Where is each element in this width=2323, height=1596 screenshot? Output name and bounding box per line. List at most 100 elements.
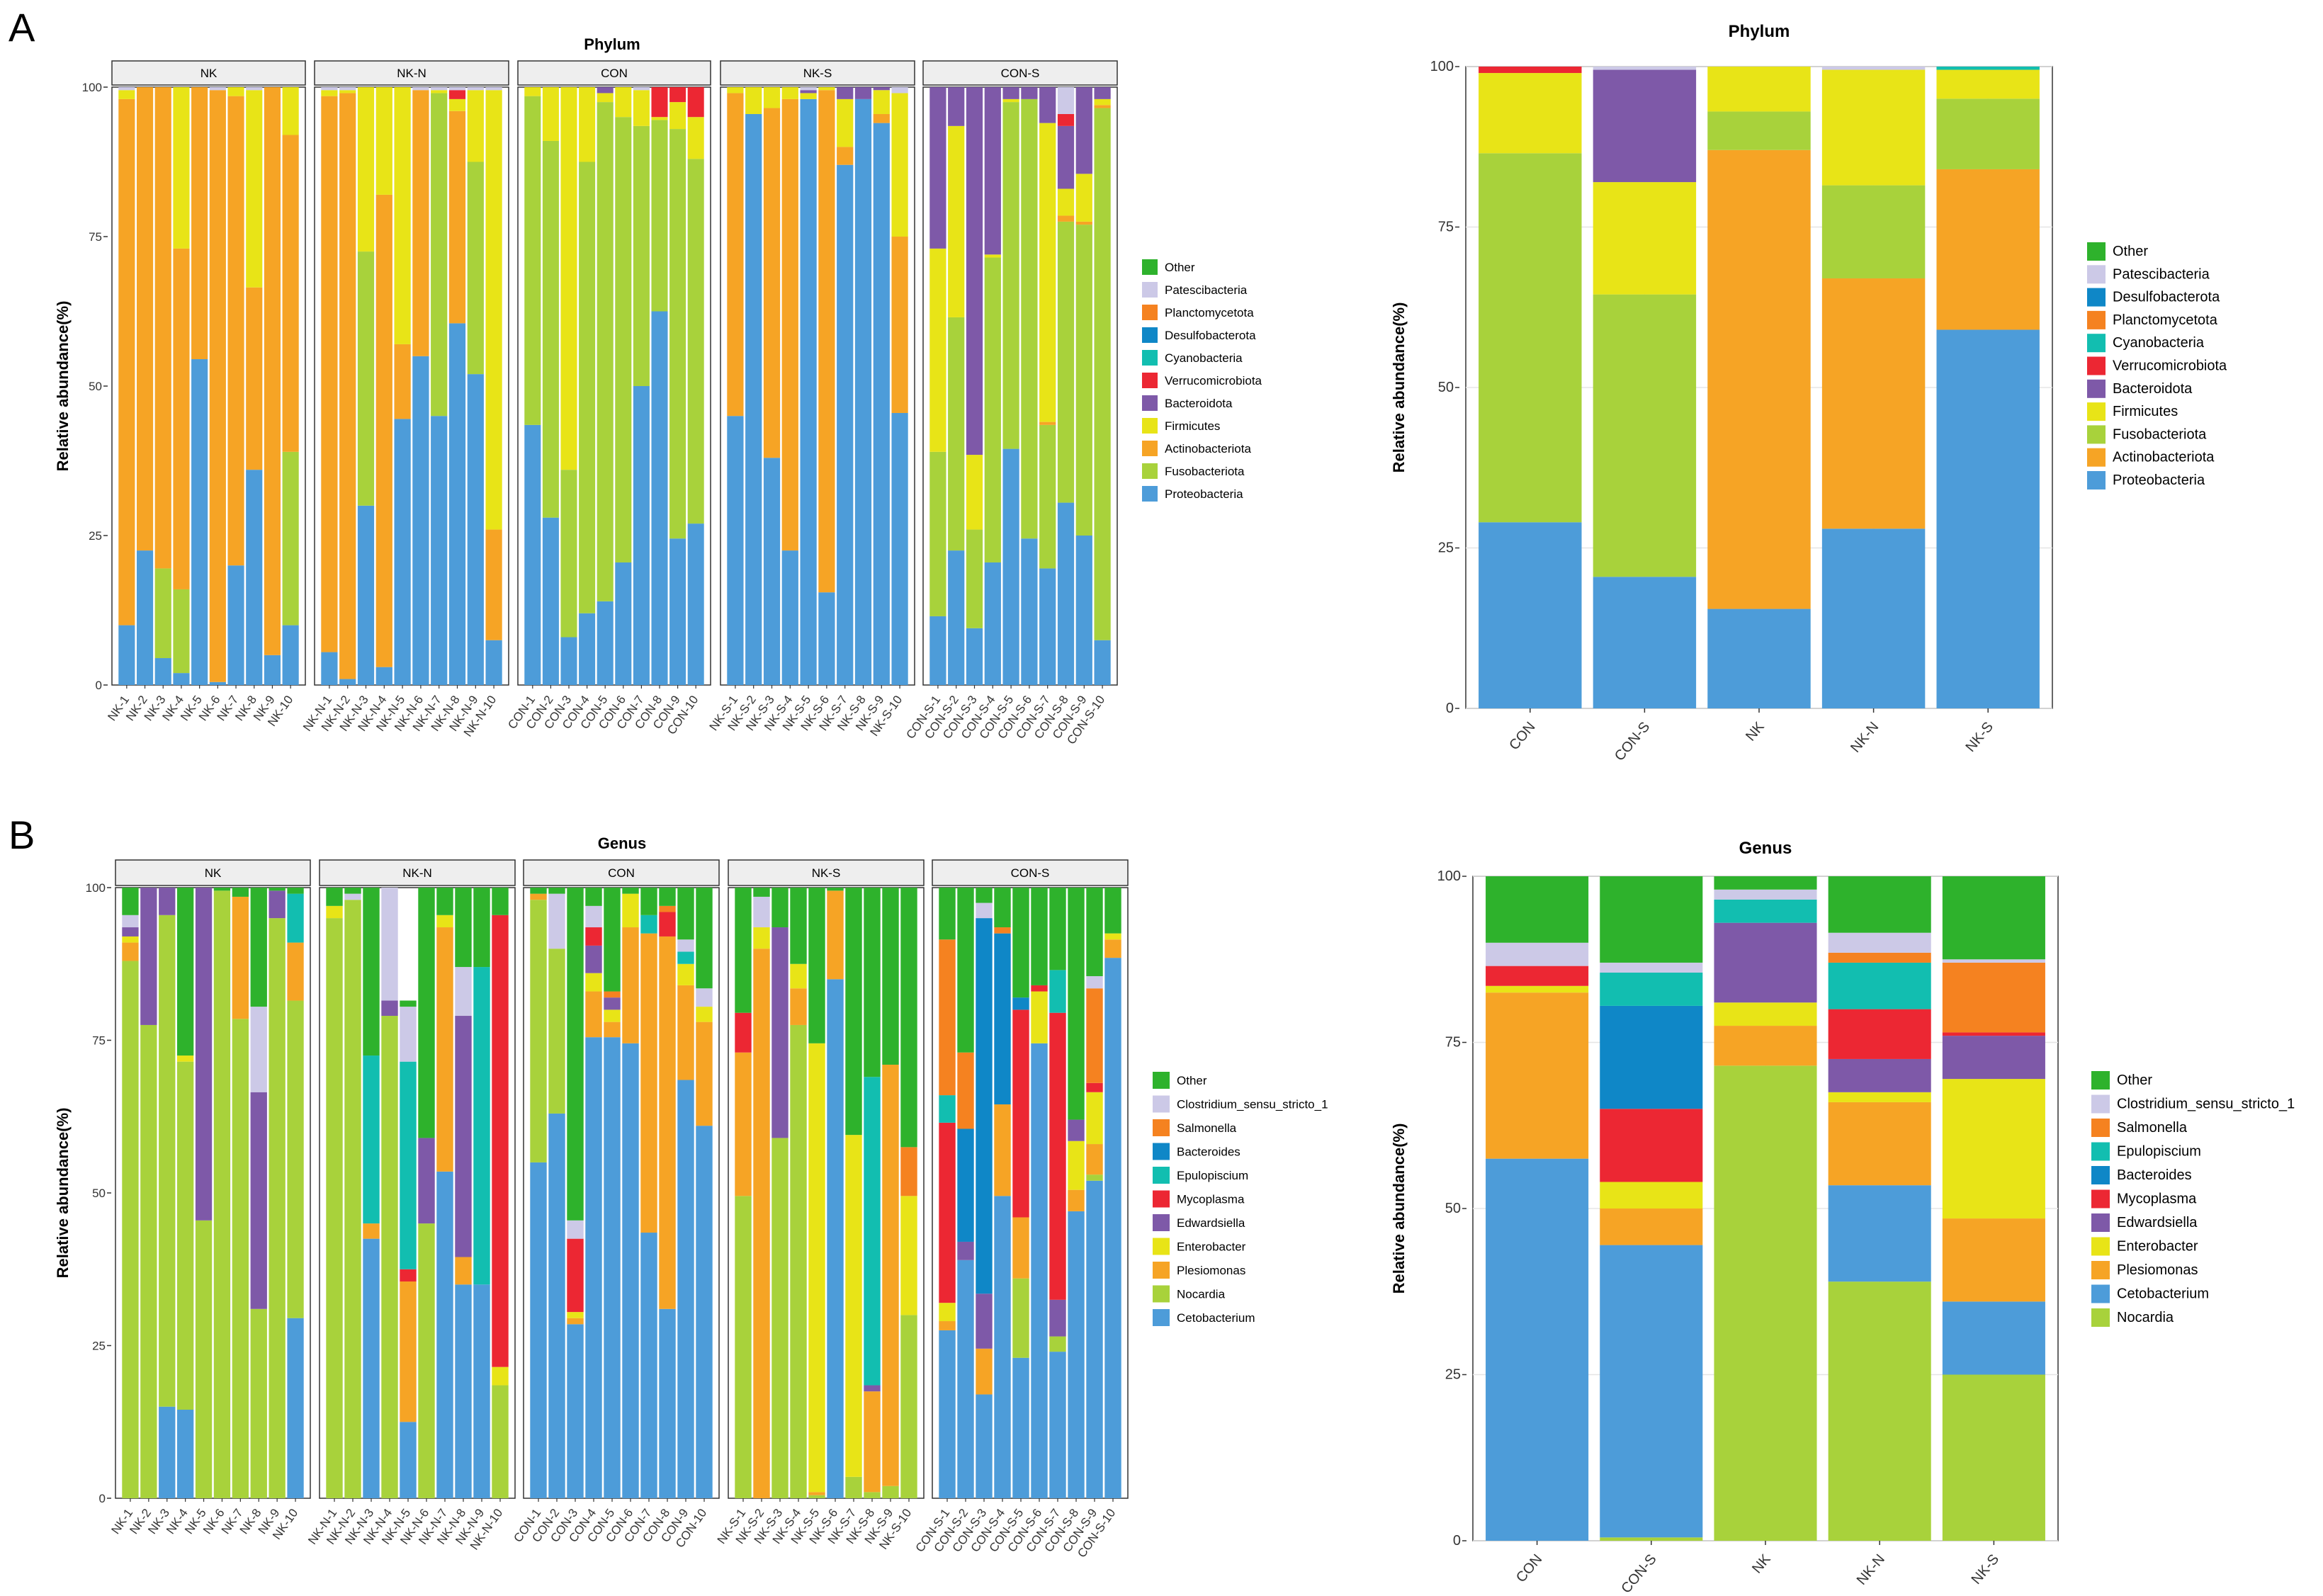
bar-con-10-plesiomonas — [696, 1021, 713, 1126]
bar-nk-n-9-fusobacteriota — [467, 162, 484, 375]
bar-con-s-3-fusobacteriota — [966, 529, 983, 628]
bar-con-8-fusobacteriota — [651, 120, 668, 312]
bar-con-3-mycoplasma — [567, 1238, 584, 1313]
bar-nk-n-2-patescibacteria — [339, 87, 356, 91]
bar-con-s-4-fusobacteriota — [984, 257, 1001, 562]
bar-nk-n-5-clostridium-sensu-stricto-1 — [400, 1007, 417, 1062]
bar-nk-s-1-other — [735, 888, 752, 1013]
legend-label-desulfobacterota: Desulfobacterota — [2113, 290, 2220, 305]
panel-label-b: B — [9, 813, 35, 857]
bar-nk-8-patescibacteria — [246, 87, 263, 91]
bar-nk-s-edwardsiella — [1942, 1036, 2045, 1080]
bar-nk-1-firmicutes — [118, 90, 135, 99]
legend-label-bacteroidota: Bacteroidota — [1165, 397, 1233, 410]
bar-con-s-7-cetobacterium — [1049, 1352, 1066, 1498]
bar-nk-8-edwardsiella — [250, 1092, 267, 1309]
bar-nk-nocardia — [1714, 1065, 1817, 1541]
legend-label-other: Other — [2113, 244, 2148, 259]
bar-nk-n-3-proteobacteria — [357, 505, 375, 685]
x-tick-label: NK — [1743, 719, 1768, 745]
bar-con-s-5-bacteroides — [1012, 997, 1029, 1010]
bar-nk-3-edwardsiella — [159, 888, 176, 915]
legend-swatch-epulopiscium — [2091, 1142, 2110, 1161]
bar-con-s-5-firmicutes — [1002, 98, 1019, 103]
legend-swatch-edwardsiella — [1153, 1214, 1170, 1231]
legend-label-fusobacteriota: Fusobacteriota — [1165, 465, 1245, 478]
facet-strip-con-s — [932, 859, 1129, 886]
bar-nk-s-6-other — [827, 888, 844, 891]
bar-con-s-5-bacteroidota — [1002, 87, 1019, 99]
bar-nk-s-5-proteobacteria — [800, 98, 817, 685]
bar-con-5-fusobacteriota — [597, 102, 614, 601]
bar-con-1-nocardia — [530, 900, 547, 1162]
bar-con-s-9-firmicutes — [1075, 174, 1092, 222]
bar-con-s-7-epulopiscium — [1049, 970, 1066, 1013]
bar-con-9-cetobacterium — [677, 1080, 694, 1498]
facet-strip-nk-s — [728, 859, 925, 886]
facet-strip-label: NK-N — [397, 67, 426, 80]
bar-con-s-8-plesiomonas — [1068, 1189, 1085, 1211]
legend-swatch-bacteroides — [1153, 1143, 1170, 1160]
bar-nk-s-5-plesiomonas — [808, 1492, 825, 1495]
chart-a2-phylum-groups: Phylum Relative abundance(%) 0 25 50 75 100 CON… — [1390, 22, 2227, 764]
facet-strip-nk-n — [319, 859, 516, 886]
bar-nk-n-7-proteobacteria — [431, 416, 448, 685]
bar-con-s-6-bacteroidota — [1021, 87, 1038, 99]
bar-con-3-fusobacteriota — [560, 470, 577, 638]
bar-nk-s-2-plesiomonas — [753, 949, 770, 1498]
facet-strip-nk — [115, 859, 311, 886]
bar-con-cetobacterium — [1486, 1158, 1589, 1541]
bar-nk-s-10-actinobacteriota — [891, 237, 908, 413]
legend-swatch-cyanobacteria — [1142, 350, 1158, 366]
bar-nk-n-3-fusobacteriota — [357, 251, 375, 506]
y-tick-label: 25 — [1445, 1367, 1461, 1383]
bar-nk-3-proteobacteria — [154, 658, 171, 685]
bar-nk-n-9-other — [473, 888, 490, 968]
bar-con-s-4-bacteroides — [994, 933, 1011, 1105]
bar-nk-n-10-firmicutes — [485, 90, 502, 530]
bar-nk-4-other — [176, 888, 194, 1056]
bar-nk-n-epulopiscium — [1828, 962, 1931, 1009]
bar-nk-n-8-edwardsiella — [455, 1016, 472, 1257]
bar-con-2-firmicutes — [542, 87, 559, 141]
y-tick-label: 75 — [89, 230, 102, 244]
bar-nk-s-other — [1942, 876, 2045, 960]
bar-con-2-proteobacteria — [542, 517, 559, 685]
x-tick-label: NK-N — [1848, 719, 1882, 756]
bar-nk-s-clostridium-sensu-stricto-1 — [1942, 959, 2045, 963]
bar-nk-s-mycoplasma — [1942, 1032, 2045, 1036]
bar-nk-6-actinobacteriota — [209, 90, 226, 682]
x-tick-label: NK — [1749, 1551, 1774, 1577]
bar-nk-2-edwardsiella — [140, 888, 157, 1025]
bar-nk-n-actinobacteriota — [1821, 278, 1926, 529]
legend-swatch-nocardia — [1153, 1285, 1170, 1303]
bar-nk-n-9-patescibacteria — [467, 87, 484, 91]
legend-swatch-nocardia — [2091, 1308, 2110, 1327]
bar-nk-5-proteobacteria — [191, 359, 208, 685]
y-tick-label: 25 — [1438, 541, 1454, 556]
y-axis-label: Relative abundance(%) — [1390, 1124, 1408, 1294]
legend-label-firmicutes: Firmicutes — [1165, 419, 1220, 433]
legend-swatch-plesiomonas — [1153, 1262, 1170, 1279]
bar-con-5-bacteroidota — [597, 87, 614, 94]
bar-con-4-cetobacterium — [585, 1037, 602, 1498]
bar-con-enterobacter — [1486, 985, 1589, 993]
legend-swatch-proteobacteria — [1142, 486, 1158, 502]
legend-label-bacteroides: Bacteroides — [2117, 1167, 2192, 1183]
bar-nk-s-5-patescibacteria — [800, 87, 817, 91]
bar-nk-6-nocardia — [213, 890, 231, 1498]
bar-nk-s-cyanobacteria — [1936, 67, 2040, 70]
bar-con-s-7-fusobacteriota — [1039, 424, 1056, 569]
bar-con-s-8-bacteroidota — [1057, 125, 1075, 189]
bar-nk-s-1-mycoplasma — [735, 1012, 752, 1053]
bar-con-10-other — [696, 888, 713, 989]
y-tick-label: 75 — [92, 1034, 106, 1048]
bar-nk-s-nocardia — [1942, 1374, 2045, 1541]
legend-label-cetobacterium: Cetobacterium — [1177, 1311, 1255, 1325]
bar-con-s-2-salmonella — [957, 1052, 974, 1129]
y-tick-label: 100 — [86, 881, 106, 895]
legend-label-edwardsiella: Edwardsiella — [1177, 1216, 1245, 1230]
bar-con-7-firmicutes — [633, 90, 650, 126]
bar-nk-4-nocardia — [176, 1061, 194, 1410]
bar-con-s-8-cetobacterium — [1068, 1211, 1085, 1498]
